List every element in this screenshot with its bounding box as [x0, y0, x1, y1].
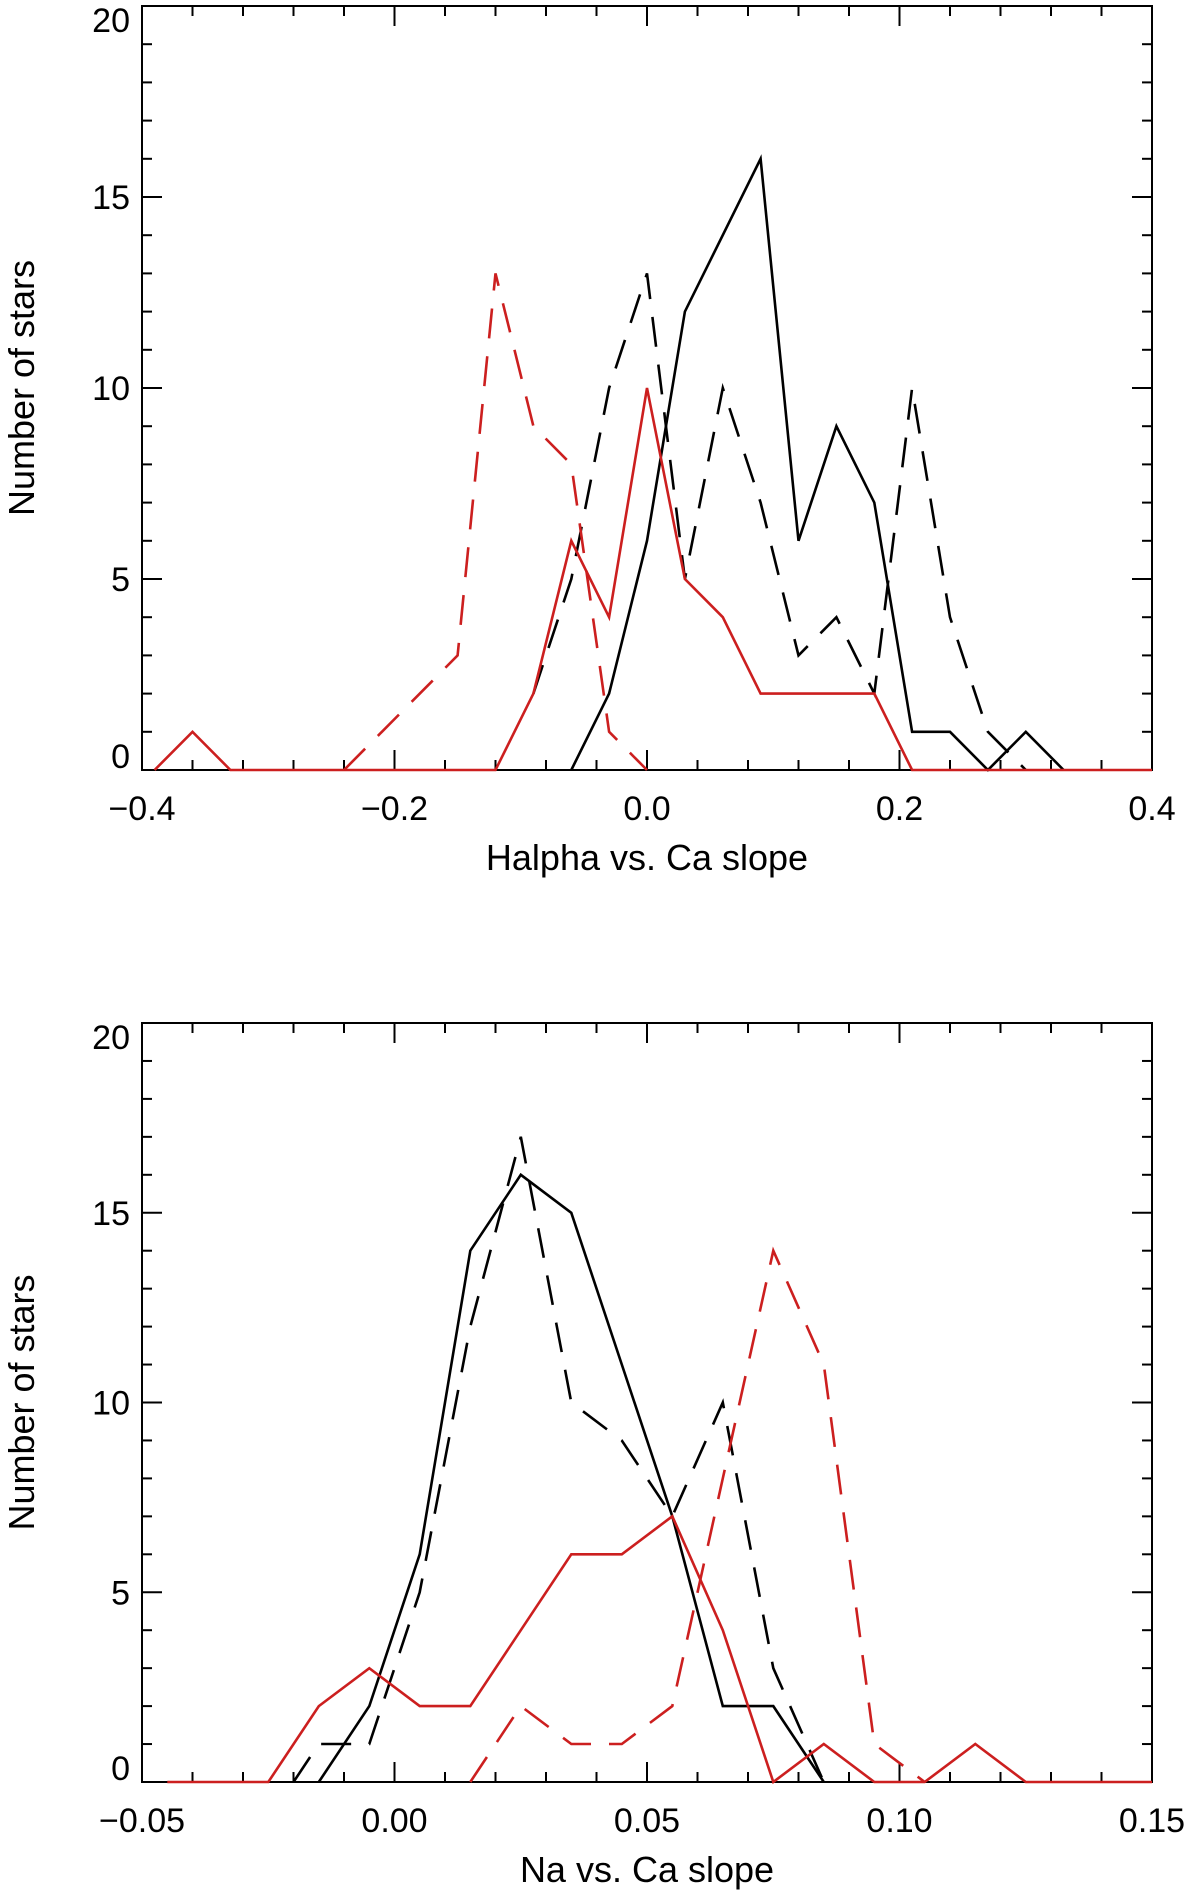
na-x-tick-label: −0.05 — [99, 1802, 185, 1840]
na-series-black-solid — [317, 1172, 825, 1783]
na-x-tick-label: 0.15 — [1119, 1802, 1185, 1840]
upper-histogram-panel: −0.4 −0.2 0.0 0.2 0.4 0 5 10 15 20 Halpha vs. Ca s… — [1, 2, 1176, 878]
halpha-y-tick-label: 20 — [92, 2, 130, 40]
na-series-red-solid — [167, 1514, 1152, 1785]
na-series-red-dashed — [469, 1246, 926, 1784]
na-y-tick-label: 20 — [92, 1019, 130, 1057]
lower-histogram-panel: −0.05 0.00 0.05 0.10 0.15 0 5 10 15 20 Na vs. Ca s… — [1, 1019, 1185, 1890]
halpha-x-tick-label: −0.4 — [108, 790, 175, 828]
na-y-tick-label: 5 — [111, 1574, 130, 1612]
na-series-black-dashed — [292, 1136, 825, 1783]
halpha-x-tick-label: 0.0 — [623, 790, 670, 828]
halpha-x-axis-title: Halpha vs. Ca slope — [486, 837, 808, 878]
halpha-y-tick-label: 5 — [111, 561, 130, 599]
halpha-series-red-dashed — [343, 273, 648, 771]
halpha-y-tick-label: 15 — [92, 179, 130, 217]
halpha-y-tick-label: 10 — [92, 370, 130, 408]
na-plot-frame — [141, 1022, 1153, 1783]
halpha-series-red-solid — [153, 387, 1152, 772]
halpha-y-tick-label: 0 — [111, 738, 130, 776]
na-y-tick-label: 15 — [92, 1195, 130, 1233]
halpha-x-tick-label: −0.2 — [361, 790, 428, 828]
na-x-tick-label: 0.10 — [866, 1802, 932, 1840]
na-x-tick-label: 0.00 — [361, 1802, 427, 1840]
halpha-series-black-solid — [570, 154, 1065, 772]
halpha-y-axis-title: Number of stars — [1, 260, 42, 516]
halpha-x-tick-label: 0.2 — [876, 790, 923, 828]
na-x-axis-title: Na vs. Ca slope — [520, 1849, 774, 1890]
na-y-tick-label: 10 — [92, 1385, 130, 1423]
na-x-tick-label: 0.05 — [614, 1802, 680, 1840]
halpha-x-tick-label: 0.4 — [1128, 790, 1175, 828]
na-y-tick-label: 0 — [111, 1750, 130, 1788]
na-y-axis-title: Number of stars — [1, 1274, 42, 1530]
